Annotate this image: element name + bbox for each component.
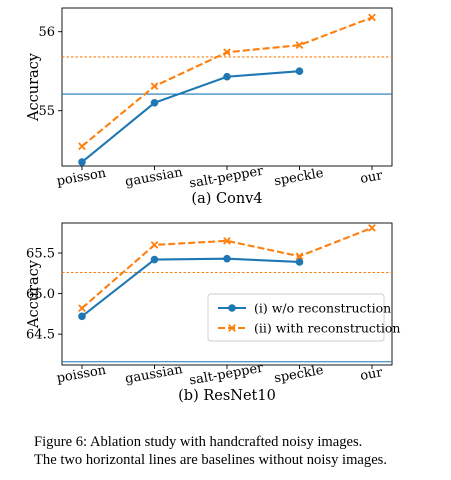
panel-title: (a) Conv4 [191,191,262,207]
y-axis-label: Accuracy [26,52,42,122]
data-point [295,41,304,49]
data-point [78,312,86,321]
x-tick-label: poisson [56,363,108,387]
figure-caption: Figure 6: Ablation study with handcrafte… [34,433,424,469]
plot-frame [61,7,393,167]
series-line-0 [81,70,300,163]
x-tick-label: speckle [273,363,325,386]
caption-line-1: Figure 6: Ablation study with handcrafte… [34,434,363,450]
panel-title: (b) ResNet10 [178,388,276,404]
x-tick-label: our [359,168,384,187]
x-tick-label: our [359,365,384,384]
data-point [150,82,159,91]
y-tick-label: 65.5 [26,247,55,262]
data-point [223,254,231,263]
caption-line-2: The two horizontal lines are baselines w… [34,452,388,468]
data-point [223,237,231,245]
data-point [368,224,376,232]
x-tick-label: speckle [273,166,325,189]
data-point [78,142,86,151]
legend-swatch-marker [228,304,236,312]
series-line-0 [81,257,300,318]
y-tick-label: 64.5 [26,328,55,343]
data-point [223,72,231,81]
data-point [223,48,231,57]
y-tick-label: 56 [38,25,55,40]
legend-box [207,293,385,342]
data-point [150,241,159,249]
data-point [295,258,304,266]
y-tick-label: 65.0 [26,287,55,302]
series-line-1 [81,226,373,309]
data-point [150,255,159,264]
data-point [150,99,159,107]
y-axis-label: Accuracy [26,259,42,329]
data-point [78,304,86,313]
data-point [295,252,304,261]
legend-label: (i) w/o reconstruction [254,301,391,316]
legend-label: (ii) with reconstruction [254,321,400,336]
legend-swatch-marker [228,324,236,332]
x-tick-label: poisson [56,166,108,190]
y-tick-label: 55 [38,104,55,119]
data-point [368,13,376,22]
data-point [295,67,304,75]
data-point [78,158,86,166]
